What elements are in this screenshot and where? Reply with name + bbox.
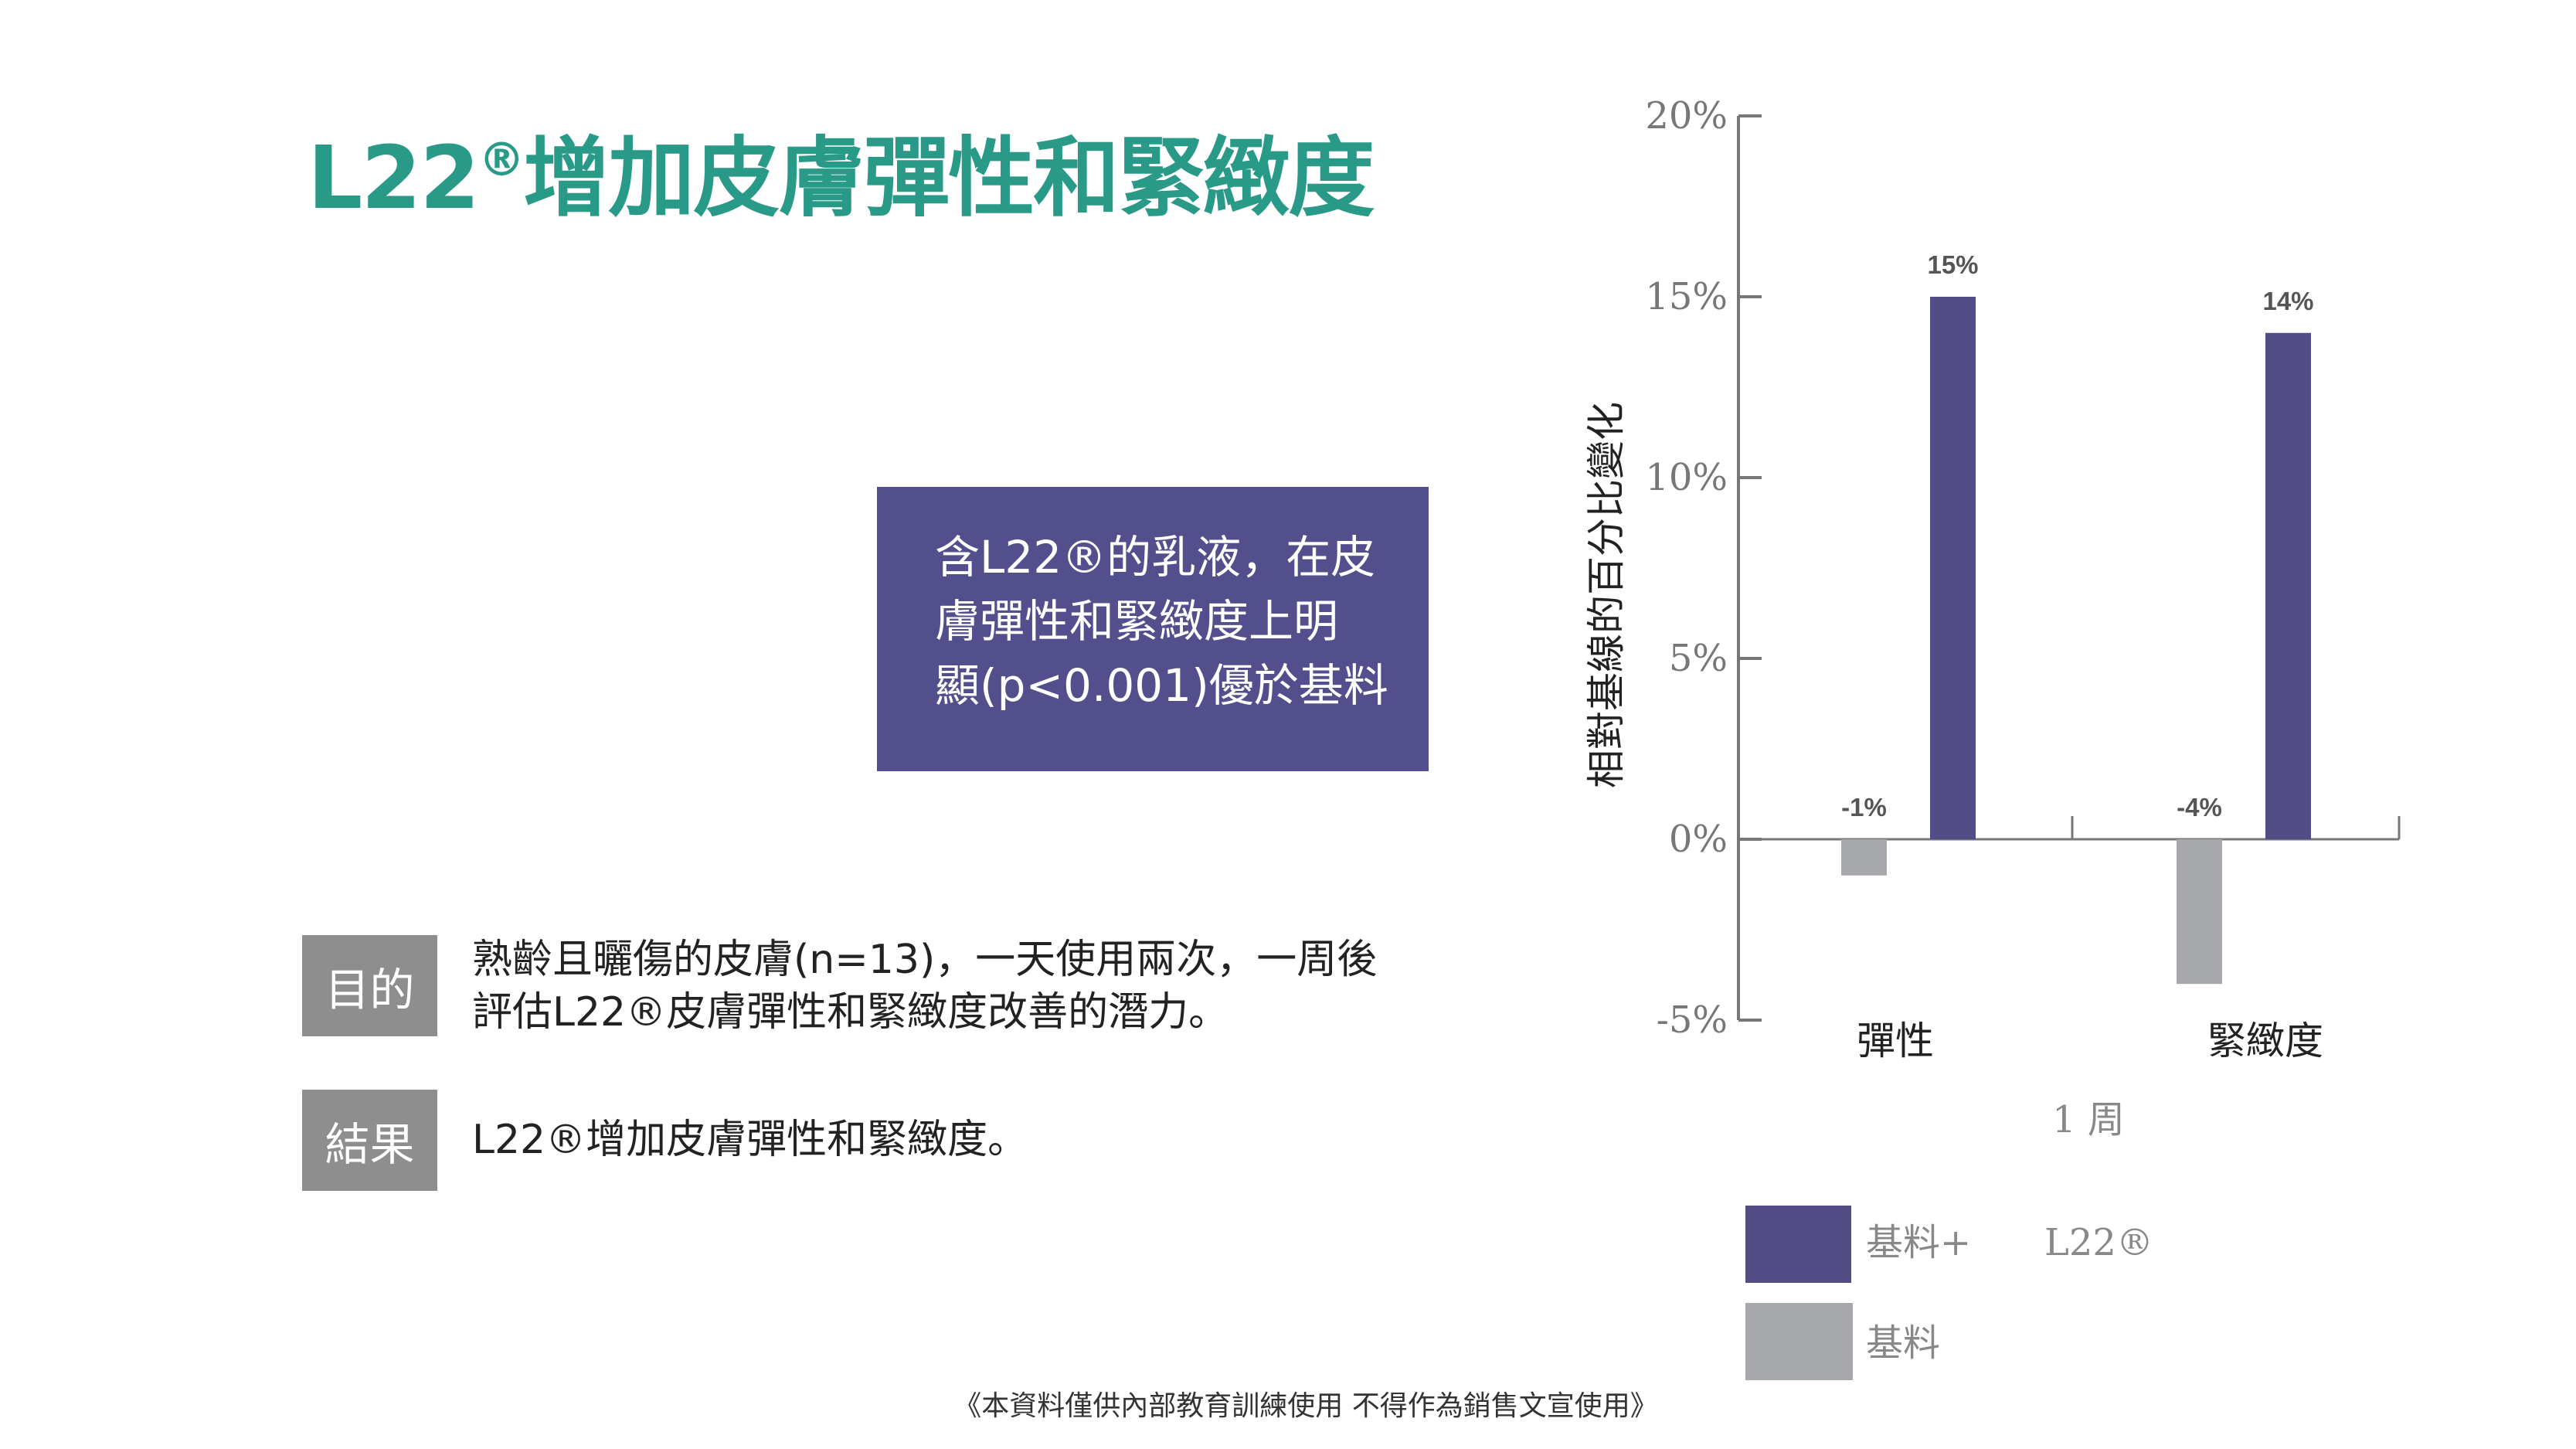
legend-label: 基料+: [1866, 1221, 1971, 1264]
objective-text: 熟齡且曬傷的皮膚(n=13)，一天使用兩次，一周後 評估L22®皮膚彈性和緊緻度…: [472, 934, 1377, 1039]
category-label: 彈性: [1857, 1019, 1934, 1063]
callout-line: 含L22®的乳液，在皮: [935, 531, 1376, 583]
result-tag: 結果: [302, 1090, 437, 1191]
bar-base: [1841, 839, 1887, 876]
callout-box: 含L22®的乳液，在皮 膚彈性和緊緻度上明 顯(p<0.001)優於基料: [877, 487, 1429, 771]
legend-label: L22®: [2044, 1221, 2153, 1264]
bar-l22: [1930, 297, 1976, 839]
page-title: L22®增加皮膚彈性和緊緻度: [308, 128, 1375, 229]
bar-l22: [2265, 332, 2311, 839]
legend-swatch-base: [1745, 1303, 1853, 1380]
data-label: -1%: [1841, 793, 1887, 821]
legend-swatch-l22: [1745, 1206, 1851, 1283]
footer-disclaimer: 《本資料僅供內部教育訓練使用 不得作為銷售文宣使用》: [953, 1390, 1658, 1422]
y-tick-label: -5%: [1657, 998, 1728, 1042]
data-label: 15%: [1927, 250, 1978, 279]
bar-base: [2177, 839, 2222, 985]
data-label: -4%: [2177, 793, 2222, 821]
objective-line: 評估L22®皮膚彈性和緊緻度改善的潛力。: [472, 989, 1229, 1036]
y-tick-label: 15%: [1645, 275, 1728, 318]
legend-label: 基料: [1866, 1321, 1940, 1365]
objective-tag: 目的: [302, 935, 437, 1036]
y-tick-label: 0%: [1669, 818, 1728, 861]
result-text: L22®增加皮膚彈性和緊緻度。: [472, 1117, 1028, 1163]
callout-line: 顯(p<0.001)優於基料: [935, 659, 1388, 712]
y-tick-label: 5%: [1669, 637, 1728, 680]
y-tick-label: 20%: [1645, 94, 1728, 138]
callout-line: 膚彈性和緊緻度上明: [935, 595, 1339, 648]
data-label: 14%: [2262, 287, 2313, 315]
x-axis-label: 1 周: [2052, 1098, 2125, 1141]
category-label: 緊緻度: [2207, 1019, 2323, 1063]
objective-line: 熟齡且曬傷的皮膚(n=13)，一天使用兩次，一周後: [472, 937, 1378, 983]
y-axis-label: 相對基線的百分比變化: [1584, 402, 1629, 788]
y-tick-label: 10%: [1645, 456, 1728, 499]
